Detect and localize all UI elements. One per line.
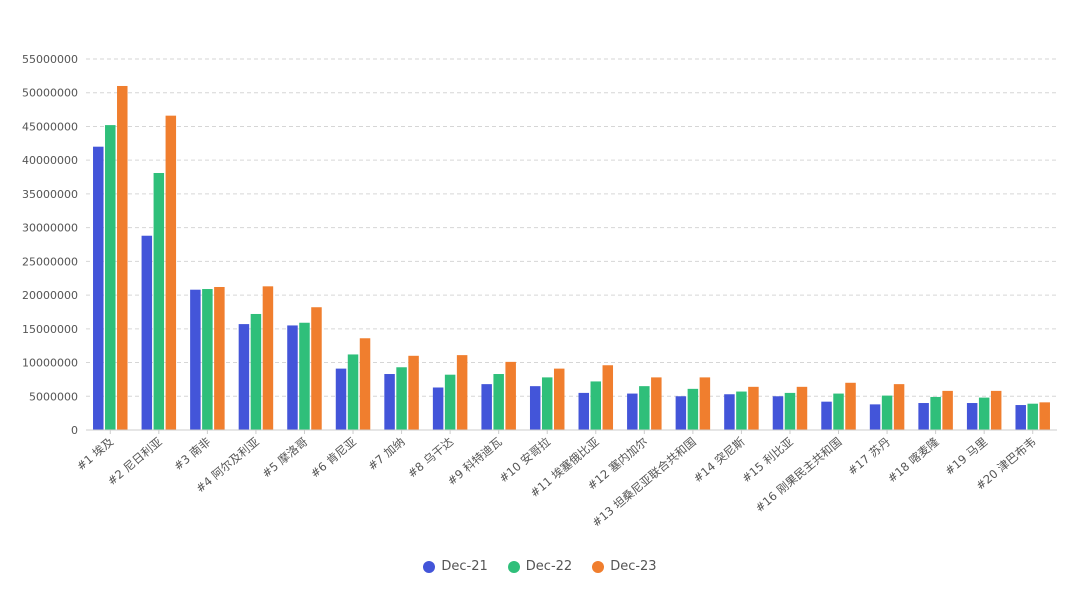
bar-chart: 0 5000000 10000000 15000000 20000000 25000000… <box>22 53 1057 530</box>
legend: Dec-21 Dec-22 Dec-23 <box>0 559 1080 574</box>
grid-lines <box>86 58 1057 397</box>
bar-dec-23-16 <box>845 382 856 430</box>
y-tick-label: 15000000 <box>22 323 78 336</box>
bar-dec-22-6 <box>347 354 359 430</box>
x-tick-label: #1 埃及 <box>74 434 117 473</box>
bar-dec-23-3 <box>214 286 225 430</box>
x-tick-label: #7 加纳 <box>365 435 407 474</box>
bar-dec-23-14 <box>748 386 759 430</box>
bar-dec-22-15 <box>784 392 796 430</box>
y-tick-label: 0 <box>71 424 78 437</box>
bar-dec-22-10 <box>541 377 553 430</box>
x-tick-label: #3 南非 <box>171 434 214 473</box>
bar-dec-22-4 <box>250 313 262 430</box>
bar-dec-21-16 <box>821 401 832 430</box>
bar-dec-23-8 <box>456 355 468 430</box>
y-tick-label: 25000000 <box>22 255 78 268</box>
x-axis-ticks: #1 埃及#2 尼日利亚 #3 南非#4 阿尔及利亚#5 摩洛哥#6 肯尼亚 #7 … <box>74 430 1039 530</box>
bar-dec-22-8 <box>444 374 456 430</box>
x-tick-label: #5 摩洛哥 <box>259 435 310 481</box>
bar-dec-23-9 <box>505 361 516 430</box>
bar-dec-23-7 <box>408 355 419 430</box>
y-tick-label: 20000000 <box>22 289 78 302</box>
y-tick-label: 55000000 <box>22 53 78 66</box>
bar-dec-21-12 <box>627 393 638 430</box>
bar-dec-21-7 <box>384 374 395 430</box>
y-tick-label: 40000000 <box>22 154 78 167</box>
bar-dec-22-2 <box>153 172 165 431</box>
bar-dec-22-16 <box>833 393 844 430</box>
bar-dec-21-13 <box>675 396 687 430</box>
bar-dec-23-4 <box>262 286 274 430</box>
bar-dec-21-6 <box>335 368 347 430</box>
bar-dec-23-12 <box>651 377 662 430</box>
bar-dec-21-14 <box>724 394 735 430</box>
bar-dec-21-2 <box>141 235 153 430</box>
bar-dec-21-15 <box>772 396 784 430</box>
bar-dec-22-20 <box>1027 403 1038 430</box>
bar-dec-21-19 <box>966 403 978 430</box>
bar-dec-23-10 <box>553 368 565 430</box>
y-tick-label: 5000000 <box>29 390 78 403</box>
legend-marker <box>592 560 605 573</box>
legend-item-dec-22[interactable]: Dec-22 <box>507 559 573 574</box>
legend-label: Dec-23 <box>610 559 657 574</box>
legend-label: Dec-22 <box>525 559 573 574</box>
x-tick-label: #6 肯尼亚 <box>308 435 359 481</box>
y-tick-label: 30000000 <box>22 222 78 235</box>
bar-dec-21-4 <box>238 324 250 430</box>
bar-dec-21-20 <box>1015 405 1026 430</box>
bar-dec-21-11 <box>578 392 590 430</box>
bar-dec-23-6 <box>359 338 371 430</box>
y-tick-label: 10000000 <box>22 357 78 370</box>
bar-dec-23-18 <box>942 390 953 430</box>
bar-dec-22-11 <box>590 381 602 430</box>
y-tick-label: 50000000 <box>22 87 78 100</box>
bar-dec-22-19 <box>978 397 990 430</box>
bar-dec-22-18 <box>930 396 941 430</box>
bar-dec-21-5 <box>287 325 298 430</box>
bar-dec-21-10 <box>529 386 541 430</box>
bar-dec-23-2 <box>165 115 177 431</box>
legend-item-dec-21[interactable]: Dec-21 <box>423 559 488 574</box>
bar-dec-23-13 <box>699 377 711 430</box>
x-tick-label: #16 刚果民主共和国 <box>752 435 844 515</box>
bar-dec-22-7 <box>396 367 407 430</box>
bar-dec-23-20 <box>1039 402 1050 430</box>
bars <box>93 85 1050 431</box>
legend-marker <box>507 560 520 573</box>
bar-dec-22-3 <box>202 289 213 430</box>
bar-dec-21-9 <box>481 384 492 430</box>
x-tick-label: #19 马里 <box>942 435 990 478</box>
bar-dec-23-19 <box>990 390 1002 430</box>
bar-dec-21-8 <box>432 387 444 430</box>
bar-dec-22-13 <box>687 388 699 430</box>
legend-marker <box>423 560 436 573</box>
bar-dec-23-1 <box>117 85 128 431</box>
legend-item-dec-23[interactable]: Dec-23 <box>592 559 657 574</box>
y-tick-label: 45000000 <box>22 120 78 133</box>
bar-dec-21-1 <box>93 146 104 430</box>
bar-dec-22-17 <box>881 395 893 430</box>
bar-dec-22-1 <box>105 125 116 430</box>
x-tick-label: #14 突尼斯 <box>691 434 748 485</box>
legend-label: Dec-21 <box>441 559 488 574</box>
bar-dec-22-14 <box>736 391 747 430</box>
bar-dec-22-12 <box>639 386 650 430</box>
bar-dec-21-17 <box>869 404 881 430</box>
bar-dec-23-15 <box>796 386 808 430</box>
bar-dec-22-9 <box>493 374 504 430</box>
bar-dec-23-5 <box>311 307 322 430</box>
y-axis-ticks: 0 5000000 10000000 15000000 20000000 25000000… <box>22 53 78 437</box>
y-tick-label: 35000000 <box>22 188 78 201</box>
bar-dec-22-5 <box>299 322 310 430</box>
bar-dec-21-18 <box>918 403 929 430</box>
bar-dec-23-17 <box>893 384 905 430</box>
x-tick-label: #17 苏丹 <box>845 435 893 478</box>
bar-dec-23-11 <box>602 365 614 430</box>
x-tick-label: #18 喀麦隆 <box>885 434 942 485</box>
bar-dec-21-3 <box>190 289 201 430</box>
